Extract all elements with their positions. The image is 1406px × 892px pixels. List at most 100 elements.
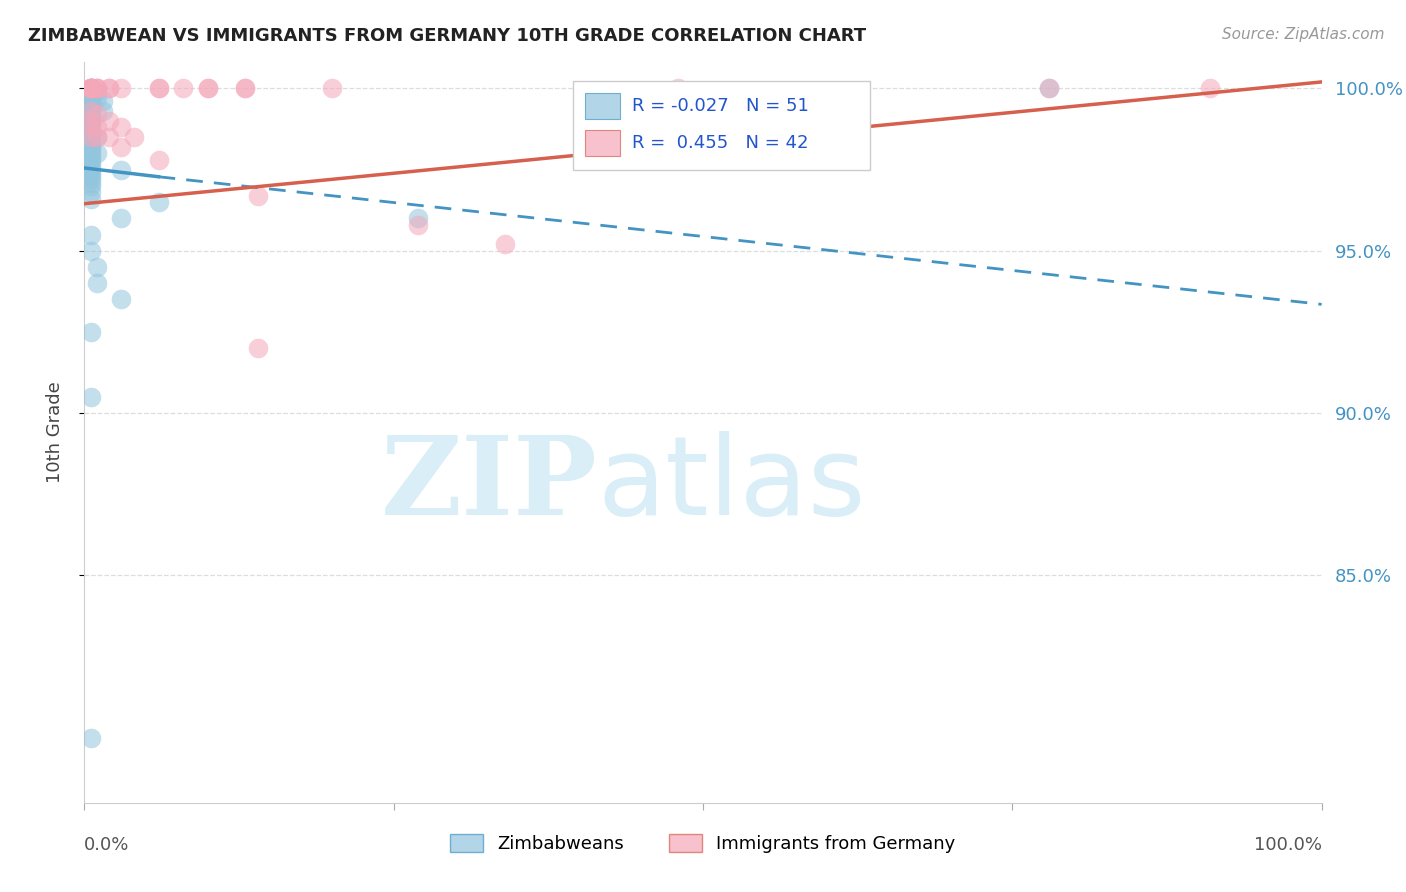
Point (79, 192, 101, 206)
Point (86, 81, 108, 95)
Point (98, 130, 121, 145)
Point (79, 120, 101, 135)
Point (79, 81, 101, 95)
Point (79, 81, 101, 95)
Point (79, 81, 101, 95)
Point (1038, 81, 1060, 95)
Point (98, 81, 121, 95)
Text: atlas: atlas (598, 431, 866, 538)
Point (86, 130, 108, 145)
Point (86, 130, 108, 145)
Point (79, 117, 101, 131)
Point (79, 95, 101, 109)
Point (79, 172, 101, 186)
Point (110, 120, 132, 135)
Point (110, 140, 132, 154)
Text: R = -0.027   N = 51: R = -0.027 N = 51 (633, 97, 810, 115)
Point (79, 107, 101, 121)
Point (86, 81, 108, 95)
Point (79, 156, 101, 170)
Point (172, 81, 194, 95)
Point (79, 97, 101, 112)
Point (98, 81, 121, 95)
Point (79, 166, 101, 180)
Bar (585, 130, 620, 156)
Text: ZIMBABWEAN VS IMMIGRANTS FROM GERMANY 10TH GRADE CORRELATION CHART: ZIMBABWEAN VS IMMIGRANTS FROM GERMANY 10… (28, 27, 866, 45)
Text: Source: ZipAtlas.com: Source: ZipAtlas.com (1222, 27, 1385, 42)
Point (79, 133, 101, 147)
Point (79, 244, 101, 258)
Legend: Zimbabweans, Immigrants from Germany: Zimbabweans, Immigrants from Germany (443, 827, 963, 861)
Point (86, 85, 108, 99)
Point (91, 104, 114, 119)
Point (79, 325, 101, 339)
Point (79, 186, 101, 200)
Point (122, 130, 145, 145)
Point (79, 91, 101, 105)
Point (79, 114, 101, 128)
Point (79, 136, 101, 151)
Point (246, 188, 269, 202)
Point (1038, 81, 1060, 95)
Point (79, 81, 101, 95)
Point (79, 81, 101, 95)
Point (79, 731, 101, 745)
Point (148, 195, 170, 210)
Point (110, 211, 132, 226)
Point (246, 341, 269, 355)
Point (79, 150, 101, 164)
Point (79, 87, 101, 102)
Text: 0.0%: 0.0% (84, 836, 129, 855)
Point (86, 91, 108, 105)
Point (79, 140, 101, 154)
Point (79, 81, 101, 95)
Point (79, 130, 101, 145)
Point (408, 218, 430, 232)
Point (86, 120, 108, 135)
Point (110, 293, 132, 307)
Point (197, 81, 219, 95)
Point (233, 81, 256, 95)
Point (79, 120, 101, 135)
Point (79, 114, 101, 128)
Point (79, 176, 101, 190)
Point (79, 111, 101, 125)
Text: 100.0%: 100.0% (1254, 836, 1322, 855)
Point (79, 85, 101, 99)
Point (79, 81, 101, 95)
Point (86, 146, 108, 161)
Point (233, 81, 256, 95)
Point (79, 227, 101, 242)
Point (79, 153, 101, 167)
Point (86, 260, 108, 274)
Point (79, 104, 101, 119)
Point (666, 81, 689, 95)
Point (79, 81, 101, 95)
Point (79, 143, 101, 157)
Point (79, 178, 101, 193)
Point (110, 81, 132, 95)
Point (79, 169, 101, 183)
Point (79, 123, 101, 137)
Point (98, 114, 121, 128)
Point (408, 211, 430, 226)
Y-axis label: 10th Grade: 10th Grade (45, 382, 63, 483)
Point (148, 81, 170, 95)
Point (79, 101, 101, 115)
Text: R =  0.455   N = 42: R = 0.455 N = 42 (633, 134, 808, 153)
Point (86, 107, 108, 121)
Point (110, 162, 132, 177)
Point (79, 159, 101, 173)
Point (79, 390, 101, 404)
Text: ZIP: ZIP (381, 431, 598, 538)
Point (79, 127, 101, 141)
Point (86, 81, 108, 95)
Point (1199, 81, 1222, 95)
Bar (585, 93, 620, 120)
Point (321, 81, 343, 95)
Point (79, 81, 101, 95)
FancyBboxPatch shape (574, 81, 870, 169)
Point (197, 81, 219, 95)
Point (148, 153, 170, 167)
Point (79, 146, 101, 161)
